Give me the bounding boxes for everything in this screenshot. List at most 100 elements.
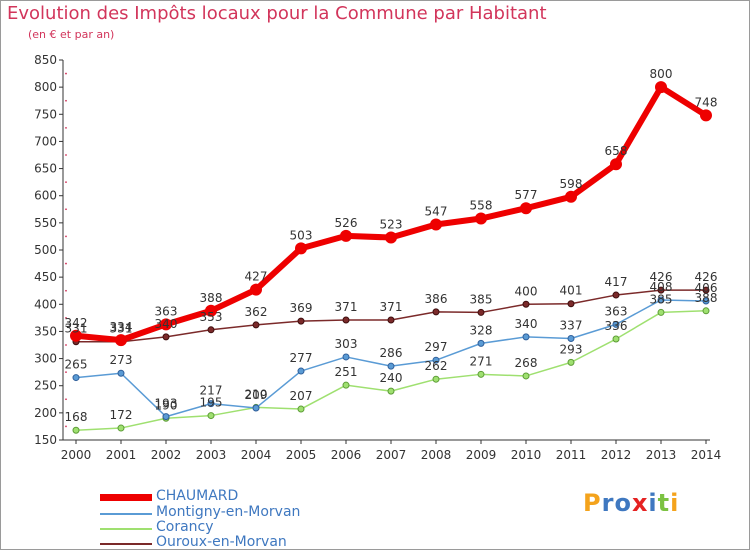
- legend-label: Corancy: [156, 519, 214, 535]
- x-tick-label: 2010: [511, 448, 542, 462]
- logo-letter: r: [601, 489, 615, 517]
- data-point: [567, 334, 575, 342]
- data-label: 168: [65, 410, 88, 424]
- data-label: 334: [110, 320, 133, 334]
- data-point: [160, 318, 172, 331]
- data-label: 293: [560, 342, 583, 356]
- data-label: 427: [245, 270, 268, 284]
- legend-swatch: [100, 513, 152, 515]
- data-point: [115, 334, 127, 347]
- minor-tick: [65, 425, 67, 428]
- data-label: 523: [380, 218, 403, 232]
- minor-tick: [65, 371, 67, 374]
- data-label: 385: [470, 292, 493, 306]
- minor-tick: [65, 344, 67, 346]
- x-tick-label: 2014: [691, 448, 722, 462]
- data-point: [702, 286, 710, 294]
- data-point: [432, 375, 440, 383]
- legend-label: CHAUMARD: [156, 488, 239, 504]
- y-tick-label: 800: [34, 80, 57, 94]
- data-point: [117, 369, 125, 377]
- data-label: 385: [650, 292, 673, 306]
- data-label: 369: [290, 301, 313, 315]
- data-point: [477, 339, 485, 347]
- data-point: [70, 329, 82, 342]
- x-tick-label: 2004: [241, 448, 272, 462]
- proxiti-logo: Proxiti: [583, 489, 679, 517]
- x-tick-label: 2001: [106, 448, 137, 462]
- data-point: [612, 291, 620, 299]
- data-point: [432, 308, 440, 316]
- data-point: [655, 81, 667, 94]
- x-tick-label: 2000: [61, 448, 92, 462]
- data-point: [205, 304, 217, 317]
- minor-tick: [65, 154, 67, 156]
- y-tick-label: 750: [34, 107, 57, 121]
- data-point: [387, 387, 395, 395]
- data-point: [522, 300, 530, 308]
- logo-letter: x: [631, 489, 649, 517]
- minor-tick: [65, 208, 67, 211]
- data-label: 265: [65, 358, 88, 372]
- data-point: [207, 326, 215, 334]
- data-point: [520, 202, 532, 215]
- data-label: 209: [245, 388, 268, 402]
- data-point: [295, 242, 307, 255]
- y-tick-label: 450: [34, 270, 57, 284]
- data-label: 336: [605, 319, 628, 333]
- data-point: [297, 367, 305, 375]
- data-label: 331: [110, 322, 133, 336]
- data-label: 526: [335, 216, 358, 230]
- data-point: [610, 158, 622, 171]
- y-tick-label: 500: [34, 243, 57, 257]
- data-point: [477, 370, 485, 378]
- data-point: [72, 426, 80, 434]
- data-point: [297, 317, 305, 325]
- data-point: [612, 335, 620, 343]
- logo-letter: o: [614, 489, 632, 517]
- data-point: [702, 307, 710, 315]
- data-label: 331: [65, 322, 88, 336]
- data-point: [387, 362, 395, 370]
- data-label: 268: [515, 356, 538, 370]
- data-label: 303: [335, 337, 358, 351]
- data-label: 386: [425, 292, 448, 306]
- data-point: [207, 412, 215, 420]
- data-label: 401: [560, 284, 583, 298]
- data-label: 558: [470, 199, 493, 213]
- data-point: [430, 218, 442, 231]
- legend-swatch: [100, 543, 152, 545]
- data-label: 371: [335, 300, 358, 314]
- chart-title: Evolution des Impôts locaux pour la Comm…: [7, 3, 547, 24]
- data-point: [432, 356, 440, 364]
- data-label: 328: [470, 323, 493, 337]
- data-label: 286: [380, 346, 403, 360]
- data-label: 400: [515, 284, 538, 298]
- data-label: 297: [425, 340, 448, 354]
- y-tick-label: 550: [34, 216, 57, 230]
- data-point: [702, 297, 710, 305]
- data-point: [117, 424, 125, 432]
- x-tick-label: 2005: [286, 448, 317, 462]
- data-label: 363: [155, 304, 178, 318]
- data-label: 353: [200, 310, 223, 324]
- data-point: [162, 333, 170, 341]
- data-point: [342, 353, 350, 361]
- data-label: 362: [245, 305, 268, 319]
- data-label: 277: [290, 351, 313, 365]
- data-label: 408: [650, 280, 673, 294]
- data-point: [340, 229, 352, 242]
- chart-subtitle: (en € et par an): [28, 28, 115, 41]
- data-label: 240: [380, 371, 403, 385]
- minor-tick: [65, 262, 67, 265]
- data-point: [565, 190, 577, 203]
- data-point: [342, 316, 350, 324]
- data-point: [342, 381, 350, 389]
- data-point: [477, 308, 485, 316]
- logo-letter: t: [657, 489, 671, 517]
- data-label: 426: [695, 270, 718, 284]
- legend-label: Ouroux-en-Morvan: [156, 534, 287, 550]
- x-tick-label: 2012: [601, 448, 632, 462]
- data-label: 547: [425, 204, 448, 218]
